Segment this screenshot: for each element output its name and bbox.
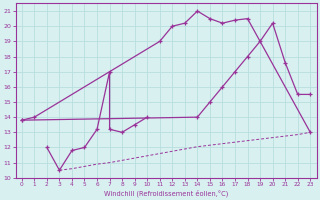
- X-axis label: Windchill (Refroidissement éolien,°C): Windchill (Refroidissement éolien,°C): [104, 189, 228, 197]
